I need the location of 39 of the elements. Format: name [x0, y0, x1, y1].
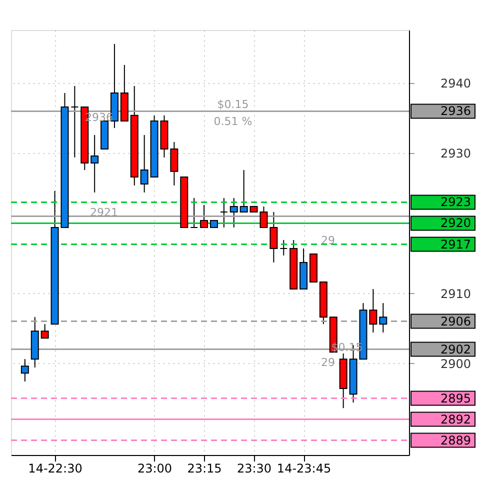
annotation: 0.51 %: [214, 115, 252, 128]
ref-line-label: 2920: [440, 216, 471, 230]
x-tick-label: 14-23:45: [276, 462, 332, 476]
candlestick: [140, 134, 148, 193]
ref-line-label: 2917: [440, 237, 471, 252]
ref-line-label: 2892: [440, 412, 471, 426]
y-tick-label: 2940: [440, 76, 472, 91]
candlestick: [90, 134, 99, 193]
candlestick: [170, 142, 178, 186]
x-tick-label: 23:00: [137, 462, 172, 476]
candlestick: [190, 198, 198, 228]
ref-line-label: 2889: [440, 433, 471, 448]
candlestick: [20, 358, 29, 382]
candlestick: [200, 204, 208, 228]
ref-line-label: 2895: [440, 391, 471, 406]
x-tick-label: 23:30: [236, 462, 272, 476]
ref-line-label: 2923: [440, 195, 471, 210]
ref-line-label: 2936: [440, 104, 471, 118]
x-tick-label: 14-22:30: [28, 462, 82, 476]
candlestick: [240, 170, 248, 213]
y-tick-label: 2900: [440, 356, 472, 371]
annotation: 2921: [90, 206, 118, 219]
candlestick: [40, 324, 49, 339]
annotation: 29: [321, 356, 335, 369]
candlestick: [369, 288, 378, 333]
candlestick: [70, 86, 79, 158]
annotation: $0.15: [217, 98, 249, 111]
ref-line-label: 2902: [440, 342, 471, 356]
candlestick: [220, 198, 228, 228]
candlestick: [379, 302, 388, 333]
candlestick: [230, 198, 238, 228]
candlestick: [280, 240, 288, 256]
y-tick-label: 2910: [440, 286, 472, 301]
candlestick: [270, 212, 278, 263]
ref-line-label: 2906: [440, 314, 471, 328]
y-tick-label: 2930: [440, 146, 472, 161]
annotation: 29: [321, 234, 335, 247]
annotation: $0.15: [331, 341, 363, 354]
x-tick-label: 23:15: [187, 462, 222, 476]
